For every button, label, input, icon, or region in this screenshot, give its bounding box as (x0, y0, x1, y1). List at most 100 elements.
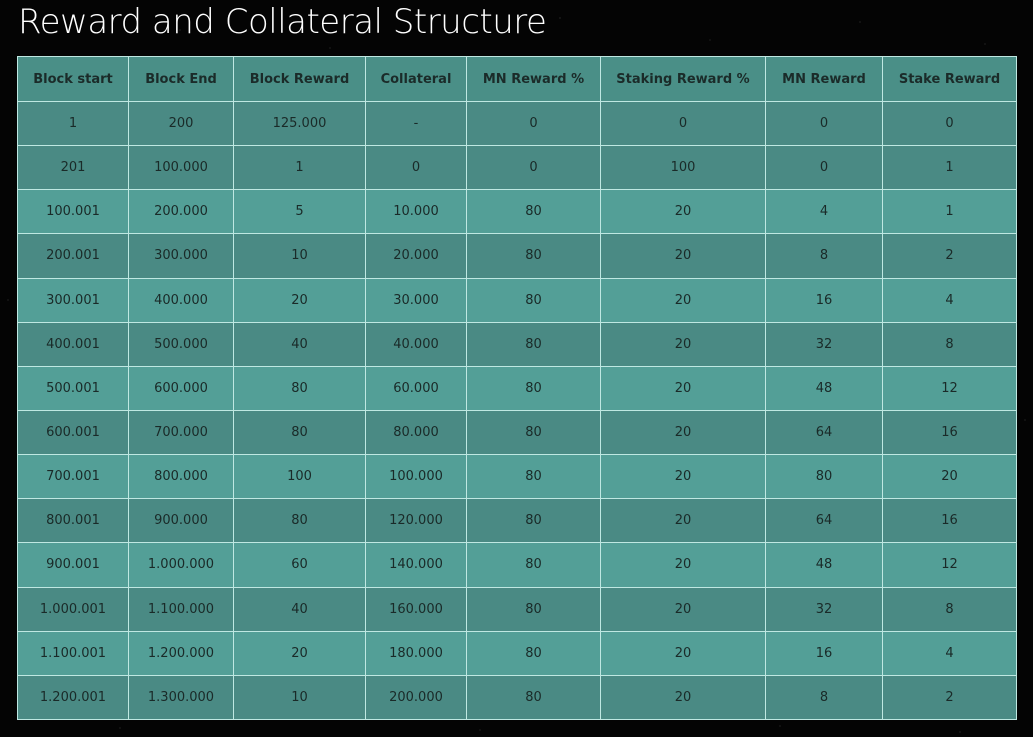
table-row: 400.001 500.000 40 40.000 80 20 32 8 (17, 321, 1017, 367)
cell-block-end: 600.000 (128, 365, 234, 411)
cell-staking-reward-percent: 20 (600, 542, 766, 588)
column-header-block-reward: Block Reward (233, 56, 366, 102)
cell-block-end: 300.000 (128, 233, 234, 279)
cell-stake-reward: 4 (882, 277, 1017, 323)
cell-collateral: 30.000 (365, 277, 467, 323)
cell-block-reward: 10 (233, 674, 366, 721)
cell-mn-reward: 0 (765, 100, 883, 147)
cell-mn-reward-percent: 0 (466, 100, 601, 147)
cell-staking-reward-percent: 20 (600, 321, 766, 367)
cell-block-end: 200.000 (128, 189, 234, 235)
cell-stake-reward: 1 (882, 145, 1017, 191)
cell-collateral: 100.000 (365, 454, 467, 500)
cell-block-reward: 60 (233, 542, 366, 588)
column-header-staking-reward-percent: Staking Reward % (600, 56, 766, 102)
cell-mn-reward-percent: 80 (466, 454, 601, 500)
cell-collateral: 180.000 (365, 630, 467, 676)
cell-mn-reward: 32 (765, 586, 883, 632)
cell-block-reward: 5 (233, 189, 366, 235)
cell-mn-reward-percent: 80 (466, 321, 601, 367)
cell-stake-reward: 2 (882, 674, 1017, 721)
cell-stake-reward: 16 (882, 409, 1017, 456)
table-body: 1 200 125.000-0 0 0 0 201 100.000 1 0 0 100 0 1 100.00… (17, 100, 1017, 721)
reward-structure-table: Block start Block End Block Reward Colla… (17, 56, 1017, 721)
table-row: 300.001 400.000 20 30.000 80 20 16 4 (17, 277, 1017, 323)
cell-mn-reward-percent: 80 (466, 233, 601, 279)
cell-block-end: 1.000.000 (128, 542, 234, 588)
table-row: 800.001 900.000 80 120.000 80 20 64 16 (17, 498, 1017, 544)
cell-collateral: 40.000 (365, 321, 467, 367)
table-row: 600.001 700.000 80 80.000 80 20 64 16 (17, 409, 1017, 456)
cell-stake-reward: 12 (882, 365, 1017, 411)
cell-collateral: 60.000 (365, 365, 467, 411)
cell-block-start: 201 (17, 145, 129, 191)
cell-stake-reward: 0 (882, 100, 1017, 147)
cell-mn-reward: 8 (765, 233, 883, 279)
cell-block-end: 700.000 (128, 409, 234, 456)
cell-staking-reward-percent: 20 (600, 630, 766, 676)
cell-staking-reward-percent: 20 (600, 454, 766, 500)
cell-stake-reward: 16 (882, 498, 1017, 544)
cell-stake-reward: 20 (882, 454, 1017, 500)
cell-stake-reward: 8 (882, 321, 1017, 367)
cell-mn-reward: 48 (765, 542, 883, 588)
cell-block-end: 800.000 (128, 454, 234, 500)
cell-mn-reward-percent: 80 (466, 409, 601, 456)
table-row: 201 100.000 1 0 0 100 0 1 (17, 145, 1017, 191)
cell-collateral: 200.000 (365, 674, 467, 721)
cell-mn-reward: 0 (765, 145, 883, 191)
table-row: 700.001 800.000 100 100.000 80 20 80 20 (17, 454, 1017, 500)
cell-mn-reward: 80 (765, 454, 883, 500)
cell-collateral: 20.000 (365, 233, 467, 279)
cell-block-end: 100.000 (128, 145, 234, 191)
cell-collateral: 120.000 (365, 498, 467, 544)
cell-stake-reward: 1 (882, 189, 1017, 235)
table-row: 1.200.001 1.300.000 10 200.000 80 20 8 2 (17, 674, 1017, 721)
cell-mn-reward: 16 (765, 630, 883, 676)
cell-block-reward: 20 (233, 277, 366, 323)
cell-mn-reward-percent: 80 (466, 498, 601, 544)
cell-mn-reward: 8 (765, 674, 883, 721)
cell-block-end: 500.000 (128, 321, 234, 367)
cell-stake-reward: 2 (882, 233, 1017, 279)
cell-block-reward: 10 (233, 233, 366, 279)
cell-collateral: - (365, 100, 467, 147)
cell-block-start: 800.001 (17, 498, 129, 544)
column-header-mn-reward: MN Reward (765, 56, 883, 102)
cell-block-reward: 1 (233, 145, 366, 191)
cell-block-end: 1.100.000 (128, 586, 234, 632)
cell-mn-reward-percent: 80 (466, 365, 601, 411)
cell-stake-reward: 8 (882, 586, 1017, 632)
cell-block-reward: 125.000 (233, 100, 366, 147)
cell-block-reward: 40 (233, 586, 366, 632)
cell-collateral: 0 (365, 145, 467, 191)
cell-block-end: 400.000 (128, 277, 234, 323)
cell-block-end: 1.300.000 (128, 674, 234, 721)
column-header-block-end: Block End (128, 56, 234, 102)
cell-staking-reward-percent: 20 (600, 233, 766, 279)
cell-collateral: 10.000 (365, 189, 467, 235)
cell-block-end: 200 (128, 100, 234, 147)
cell-mn-reward: 4 (765, 189, 883, 235)
cell-block-start: 700.001 (17, 454, 129, 500)
cell-block-reward: 80 (233, 365, 366, 411)
cell-staking-reward-percent: 20 (600, 674, 766, 721)
cell-block-reward: 80 (233, 409, 366, 456)
cell-mn-reward: 32 (765, 321, 883, 367)
cell-block-reward: 20 (233, 630, 366, 676)
cell-stake-reward: 4 (882, 630, 1017, 676)
cell-block-reward: 40 (233, 321, 366, 367)
column-header-mn-reward-percent: MN Reward % (466, 56, 601, 102)
cell-staking-reward-percent: 0 (600, 100, 766, 147)
table-row: 200.001 300.000 10 20.000 80 20 8 2 (17, 233, 1017, 279)
column-header-block-start: Block start (17, 56, 129, 102)
cell-mn-reward-percent: 80 (466, 630, 601, 676)
cell-staking-reward-percent: 100 (600, 145, 766, 191)
cell-staking-reward-percent: 20 (600, 189, 766, 235)
cell-block-start: 400.001 (17, 321, 129, 367)
cell-staking-reward-percent: 20 (600, 586, 766, 632)
cell-mn-reward: 64 (765, 409, 883, 456)
cell-mn-reward-percent: 80 (466, 277, 601, 323)
cell-block-start: 1 (17, 100, 129, 147)
table-header-row: Block start Block End Block Reward Colla… (17, 56, 1017, 102)
